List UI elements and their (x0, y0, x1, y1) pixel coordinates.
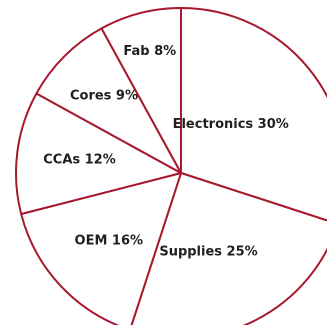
pie-label-cores: Cores 9% (70, 89, 138, 104)
pie-labels: Electronics 30% Supplies 25% OEM 16% CCAs 1… (43, 44, 289, 260)
pie-slices (14, 7, 327, 325)
pie-label-oem: OEM 16% (75, 233, 144, 248)
pie-label-fab: Fab 8% (123, 44, 176, 59)
pie-label-electronics: Electronics 30% (173, 117, 289, 132)
pie-slice-ccas (14, 92, 182, 216)
pie-label-ccas: CCAs 12% (43, 153, 116, 168)
pie-slice-cores (35, 27, 182, 174)
pie-slice-oem (20, 172, 182, 325)
pie-slice-fab (100, 7, 182, 174)
pie-slice-supplies (130, 172, 327, 325)
pie-label-supplies: Supplies 25% (159, 245, 257, 260)
pie-slice-electronics (180, 7, 327, 222)
